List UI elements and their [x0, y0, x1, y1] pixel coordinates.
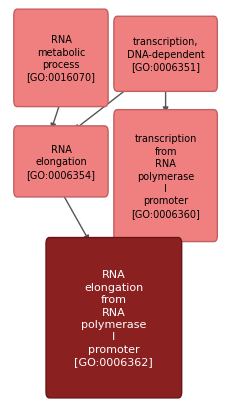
Text: RNA
elongation
[GO:0006354]: RNA elongation [GO:0006354]: [26, 145, 95, 179]
FancyBboxPatch shape: [14, 10, 108, 107]
Text: RNA
elongation
from
RNA
polymerase
I
promoter
[GO:0006362]: RNA elongation from RNA polymerase I pro…: [74, 270, 153, 366]
Text: transcription
from
RNA
polymerase
I
promoter
[GO:0006360]: transcription from RNA polymerase I prom…: [131, 134, 199, 218]
Text: RNA
metabolic
process
[GO:0016070]: RNA metabolic process [GO:0016070]: [26, 35, 95, 82]
FancyBboxPatch shape: [14, 126, 108, 198]
FancyBboxPatch shape: [46, 238, 181, 398]
Text: transcription,
DNA-dependent
[GO:0006351]: transcription, DNA-dependent [GO:0006351…: [126, 37, 204, 72]
FancyBboxPatch shape: [113, 110, 216, 242]
FancyBboxPatch shape: [113, 17, 216, 92]
